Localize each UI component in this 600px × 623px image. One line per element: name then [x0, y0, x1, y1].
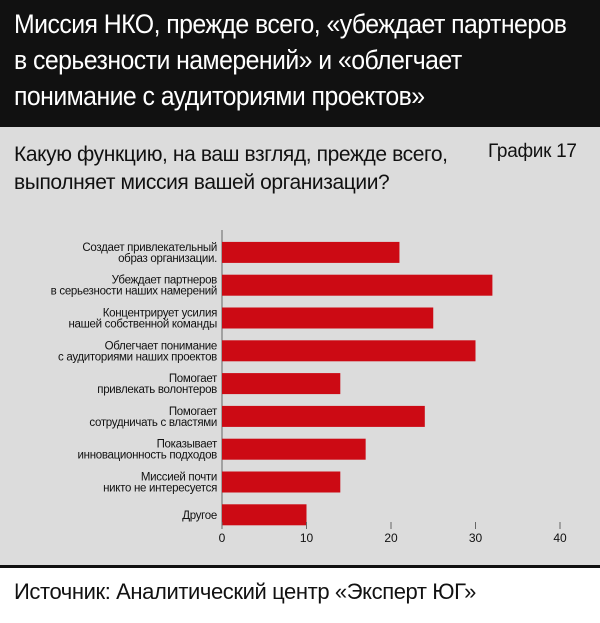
bar [222, 405, 425, 427]
chart-number: График 17 [488, 141, 577, 162]
category-label: Другое [182, 510, 217, 522]
bar [222, 373, 341, 395]
page-title: Миссия НКО, прежде всего, «убеждает парт… [14, 9, 567, 111]
category-label: образ организации. [118, 253, 217, 265]
category-label: Убеждает партнеров [112, 275, 218, 287]
category-label: Концентрирует усилия [103, 308, 217, 320]
category-label: никто не интересуется [103, 483, 217, 495]
x-tick-label: 40 [553, 531, 567, 545]
source-note: Источник: Аналитический центр «Эксперт Ю… [14, 579, 476, 604]
bar [222, 307, 434, 329]
category-label: нашей собственной команды [68, 319, 217, 331]
footer-divider [0, 565, 600, 568]
category-label: Помогает [169, 406, 218, 418]
category-label: с аудиториями наших проектов [58, 351, 217, 363]
category-label: сотрудничать с властями [89, 417, 217, 429]
x-tick-label: 20 [384, 531, 398, 545]
chart-question: Какую функцию, на ваш взгляд, прежде все… [14, 143, 448, 194]
category-label: Создает привлекательный [82, 242, 217, 254]
bar [222, 438, 366, 460]
category-label: Миссией почти [141, 472, 217, 484]
category-label: Помогает [169, 373, 218, 385]
x-tick-label: 10 [300, 531, 314, 545]
bar [222, 274, 493, 296]
header-banner: Миссия НКО, прежде всего, «убеждает парт… [0, 0, 600, 127]
bar [222, 340, 476, 362]
category-label: Облегчает понимание [105, 340, 217, 352]
category-label: инновационность подходов [78, 450, 218, 462]
footer: Источник: Аналитический центр «Эксперт Ю… [0, 565, 600, 623]
category-label: привлекать волонтеров [97, 384, 217, 396]
category-label: в серьезности наших намерений [51, 286, 217, 298]
x-tick-label: 30 [469, 531, 483, 545]
bar [222, 504, 307, 526]
category-label: Показывает [157, 439, 218, 451]
bar [222, 241, 400, 263]
bar [222, 471, 341, 493]
x-tick-label: 0 [219, 531, 226, 545]
